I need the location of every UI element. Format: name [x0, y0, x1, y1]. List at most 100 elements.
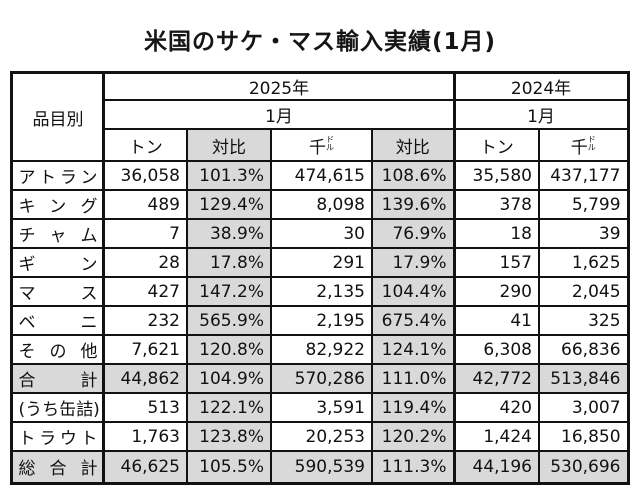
cell-dollars-2024: 1,625 — [537, 247, 630, 278]
cell-yoy-dollars-2025: 111.0% — [370, 363, 456, 394]
cell-dollars-2024: 530,696 — [537, 450, 630, 484]
cell-tons-2024: 290 — [452, 276, 540, 307]
unit-yoy-tons-2025: 対比 — [185, 128, 272, 162]
row-label: キング — [10, 189, 106, 220]
cell-tons-2024: 42,772 — [452, 363, 540, 394]
header-year-row: 品目別 2025年 2024年 — [10, 71, 630, 162]
cell-yoy-dollars-2025: 119.4% — [370, 392, 456, 423]
cell-dollars-2024: 39 — [537, 218, 630, 249]
cell-tons-2024: 41 — [452, 305, 540, 336]
cell-yoy-tons-2025: 17.8% — [185, 247, 272, 278]
cell-yoy-tons-2025: 101.3% — [185, 160, 272, 191]
row-label: ベニ — [10, 305, 106, 336]
cell-yoy-tons-2025: 38.9% — [185, 218, 272, 249]
cell-yoy-tons-2025: 104.9% — [185, 363, 272, 394]
cell-yoy-dollars-2025: 139.6% — [370, 189, 456, 220]
cell-yoy-tons-2025: 123.8% — [185, 421, 272, 452]
page: 米国のサケ・マス輸入実績(1月) 品目別 2025年 2024年 1月 1月 ト… — [0, 22, 640, 497]
row-label: マス — [10, 276, 106, 307]
unit-tons-2024: トン — [452, 128, 540, 162]
cell-yoy-tons-2025: 105.5% — [185, 450, 272, 484]
cell-yoy-dollars-2025: 120.2% — [370, 421, 456, 452]
cell-yoy-dollars-2025: 124.1% — [370, 334, 456, 365]
unit-thousand-dollars-2024: 千ドル — [537, 128, 630, 162]
row-label: その他 — [10, 334, 106, 365]
cell-dollars-2025: 291 — [269, 247, 373, 278]
cell-dollars-2025: 474,615 — [269, 160, 373, 191]
cell-yoy-dollars-2025: 76.9% — [370, 218, 456, 249]
cell-yoy-tons-2025: 120.8% — [185, 334, 272, 365]
cell-dollars-2024: 16,850 — [537, 421, 630, 452]
cell-tons-2024: 420 — [452, 392, 540, 423]
month-2025-header: 1月 — [102, 99, 456, 130]
unit-thousand-dollars-2025: 千ドル — [269, 128, 373, 162]
cell-yoy-tons-2025: 147.2% — [185, 276, 272, 307]
cell-tons-2025: 46,625 — [102, 450, 188, 484]
table-row-trout: トラウト 1,763 123.8% 20,253 120.2% 1,424 16… — [10, 421, 630, 452]
cell-dollars-2025: 570,286 — [269, 363, 373, 394]
sen-glyph: 千 — [570, 137, 588, 158]
cell-tons-2024: 44,196 — [452, 450, 540, 484]
doru-stack: ドル — [325, 135, 334, 153]
cell-tons-2024: 1,424 — [452, 421, 540, 452]
table-row-sockeye: ベニ 232 565.9% 2,195 675.4% 41 325 — [10, 305, 630, 336]
page-title: 米国のサケ・マス輸入実績(1月) — [143, 29, 497, 55]
cell-dollars-2024: 513,846 — [537, 363, 630, 394]
cell-tons-2024: 18 — [452, 218, 540, 249]
year-2024-header: 2024年 — [452, 71, 630, 101]
cell-tons-2025: 232 — [102, 305, 188, 336]
cell-tons-2025: 36,058 — [102, 160, 188, 191]
row-label: トラウト — [10, 421, 106, 452]
unit-yoy-dollars-2025: 対比 — [370, 128, 456, 162]
cell-tons-2025: 1,763 — [102, 421, 188, 452]
month-2024-header: 1月 — [452, 99, 630, 130]
cell-dollars-2025: 8,098 — [269, 189, 373, 220]
sen-glyph: 千 — [308, 137, 326, 158]
cell-dollars-2025: 30 — [269, 218, 373, 249]
cell-tons-2025: 489 — [102, 189, 188, 220]
cell-dollars-2024: 2,045 — [537, 276, 630, 307]
cell-dollars-2025: 590,539 — [269, 450, 373, 484]
cell-dollars-2024: 437,177 — [537, 160, 630, 191]
cell-dollars-2025: 20,253 — [269, 421, 373, 452]
cell-dollars-2025: 2,195 — [269, 305, 373, 336]
cell-tons-2024: 6,308 — [452, 334, 540, 365]
cell-tons-2024: 157 — [452, 247, 540, 278]
cell-tons-2025: 7 — [102, 218, 188, 249]
cell-tons-2025: 513 — [102, 392, 188, 423]
cell-tons-2025: 44,862 — [102, 363, 188, 394]
row-label: アトラン — [10, 160, 106, 191]
cell-tons-2024: 35,580 — [452, 160, 540, 191]
cell-yoy-tons-2025: 129.4% — [185, 189, 272, 220]
header-month-row: 1月 1月 — [12, 99, 630, 130]
cell-dollars-2024: 325 — [537, 305, 630, 336]
cell-yoy-dollars-2025: 104.4% — [370, 276, 456, 307]
cell-yoy-dollars-2025: 111.3% — [370, 450, 456, 484]
thousand-dollars-unit: 千ドル — [309, 133, 334, 158]
doru-bottom: ル — [325, 143, 334, 152]
header-units-row: トン 対比 千ドル 対比 トン 千ドル — [12, 128, 630, 162]
year-2025-header: 2025年 — [102, 71, 456, 101]
row-label: (うち缶詰) — [10, 392, 106, 423]
cell-dollars-2024: 66,836 — [537, 334, 630, 365]
table-row-grand-total: 総合計 46,625 105.5% 590,539 111.3% 44,196 … — [10, 450, 630, 484]
cell-yoy-dollars-2025: 108.6% — [370, 160, 456, 191]
unit-tons-2025: トン — [102, 128, 188, 162]
cell-tons-2025: 427 — [102, 276, 188, 307]
table-row-canned: (うち缶詰) 513 122.1% 3,591 119.4% 420 3,007 — [10, 392, 630, 423]
row-label: ギン — [10, 247, 106, 278]
doru-stack: ドル — [587, 134, 596, 153]
row-label: 総合計 — [10, 450, 106, 484]
cell-yoy-dollars-2025: 675.4% — [370, 305, 456, 336]
table-row-chum: チャム 7 38.9% 30 76.9% 18 39 — [10, 218, 630, 249]
thousand-dollars-unit: 千ドル — [571, 133, 596, 158]
item-category-header: 品目別 — [10, 71, 106, 162]
cell-yoy-dollars-2025: 17.9% — [370, 247, 456, 278]
cell-dollars-2024: 3,007 — [537, 392, 630, 423]
doru-top: ド — [587, 134, 596, 144]
row-label: チャム — [10, 218, 106, 249]
cell-tons-2025: 28 — [102, 247, 188, 278]
cell-tons-2025: 7,621 — [102, 334, 188, 365]
imports-table: 品目別 2025年 2024年 1月 1月 トン 対比 千ドル 対比 トン 千ド… — [10, 71, 630, 485]
cell-dollars-2025: 2,135 — [269, 276, 373, 307]
